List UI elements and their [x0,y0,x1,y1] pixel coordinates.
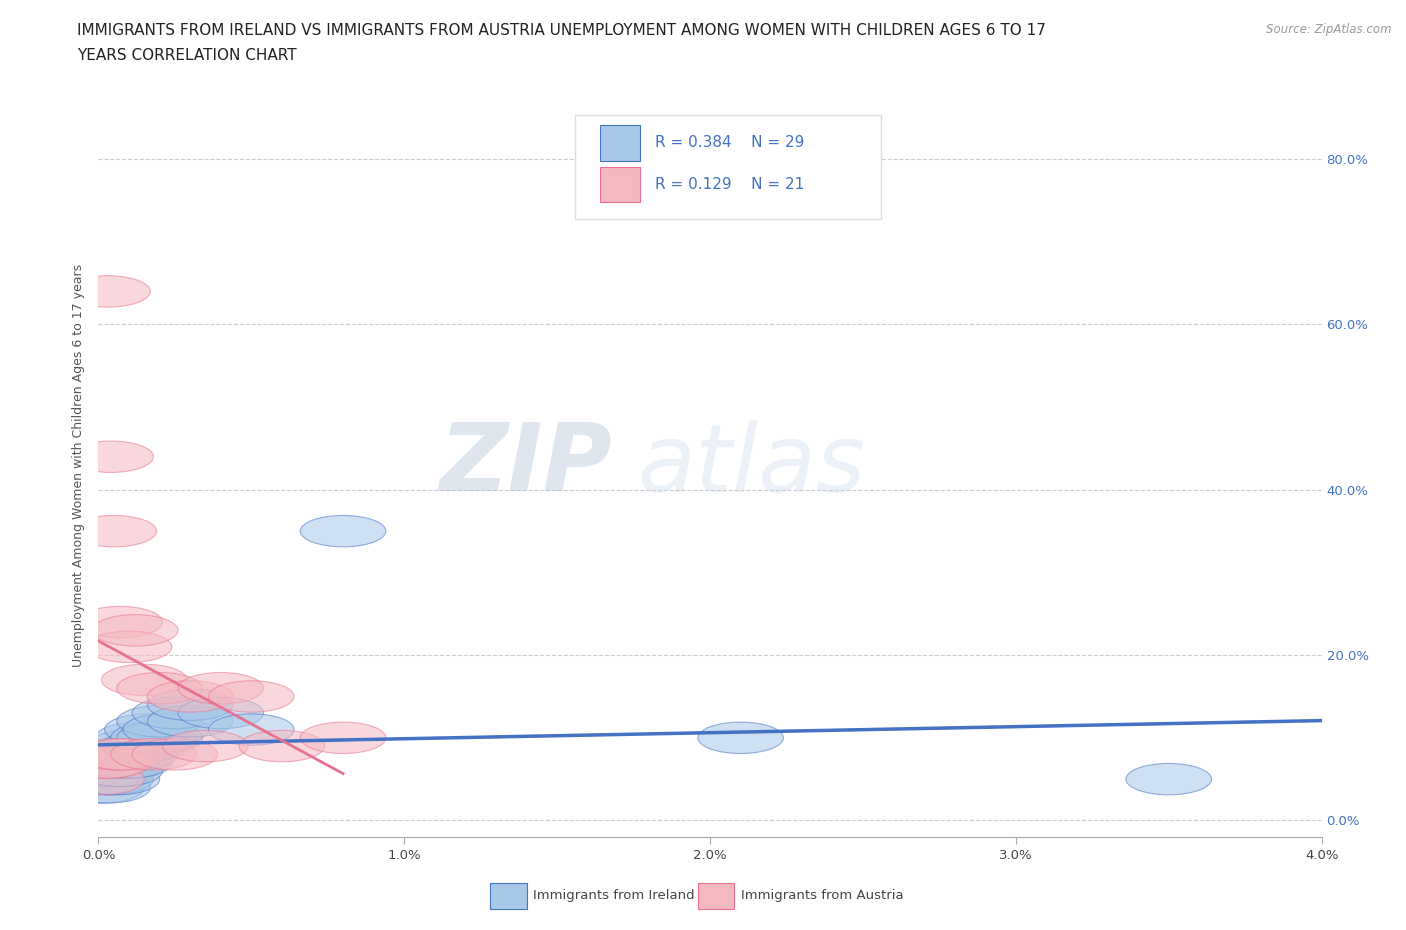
Ellipse shape [80,738,166,770]
Ellipse shape [70,755,156,787]
Text: atlas: atlas [637,419,865,511]
Ellipse shape [301,515,385,547]
Ellipse shape [101,730,187,762]
Text: Immigrants from Ireland: Immigrants from Ireland [533,889,695,902]
FancyBboxPatch shape [575,115,882,219]
Ellipse shape [132,698,218,729]
Ellipse shape [80,738,166,770]
Ellipse shape [65,755,150,787]
Ellipse shape [208,714,294,745]
Ellipse shape [75,738,160,770]
Ellipse shape [163,730,249,762]
Ellipse shape [132,738,218,770]
Ellipse shape [111,738,197,770]
Ellipse shape [86,730,172,762]
Text: ZIP: ZIP [439,419,612,511]
Ellipse shape [117,672,202,704]
Ellipse shape [67,764,153,795]
Ellipse shape [75,764,160,795]
Ellipse shape [93,738,179,770]
Ellipse shape [148,706,233,737]
Ellipse shape [697,722,783,753]
Text: R = 0.129    N = 21: R = 0.129 N = 21 [655,177,804,192]
Ellipse shape [65,747,150,778]
Ellipse shape [59,764,145,795]
Ellipse shape [111,722,197,753]
Ellipse shape [77,755,163,787]
Ellipse shape [1126,764,1212,795]
Ellipse shape [59,772,145,804]
Ellipse shape [62,747,148,778]
Ellipse shape [65,772,150,804]
Ellipse shape [75,747,160,778]
FancyBboxPatch shape [600,125,640,161]
Ellipse shape [93,615,179,646]
Ellipse shape [65,275,150,307]
Text: R = 0.384    N = 29: R = 0.384 N = 29 [655,136,804,151]
FancyBboxPatch shape [697,884,734,910]
Ellipse shape [96,722,181,753]
Ellipse shape [104,714,190,745]
Text: Source: ZipAtlas.com: Source: ZipAtlas.com [1267,23,1392,36]
Ellipse shape [301,722,385,753]
Ellipse shape [86,747,172,778]
Ellipse shape [148,689,233,721]
Ellipse shape [62,764,148,795]
Ellipse shape [148,681,233,712]
Text: IMMIGRANTS FROM IRELAND VS IMMIGRANTS FROM AUSTRIA UNEMPLOYMENT AMONG WOMEN WITH: IMMIGRANTS FROM IRELAND VS IMMIGRANTS FR… [77,23,1046,38]
FancyBboxPatch shape [600,166,640,203]
Text: Immigrants from Austria: Immigrants from Austria [741,889,903,902]
Y-axis label: Unemployment Among Women with Children Ages 6 to 17 years: Unemployment Among Women with Children A… [72,263,86,667]
Ellipse shape [117,706,202,737]
Ellipse shape [179,672,263,704]
FancyBboxPatch shape [489,884,526,910]
Ellipse shape [86,631,172,662]
Ellipse shape [179,698,263,729]
Ellipse shape [101,664,187,696]
Ellipse shape [67,441,153,472]
Ellipse shape [122,714,208,745]
Ellipse shape [70,515,156,547]
Ellipse shape [117,722,202,753]
Ellipse shape [239,730,325,762]
Text: YEARS CORRELATION CHART: YEARS CORRELATION CHART [77,48,297,63]
Ellipse shape [208,681,294,712]
Ellipse shape [83,747,169,778]
Ellipse shape [77,606,163,638]
